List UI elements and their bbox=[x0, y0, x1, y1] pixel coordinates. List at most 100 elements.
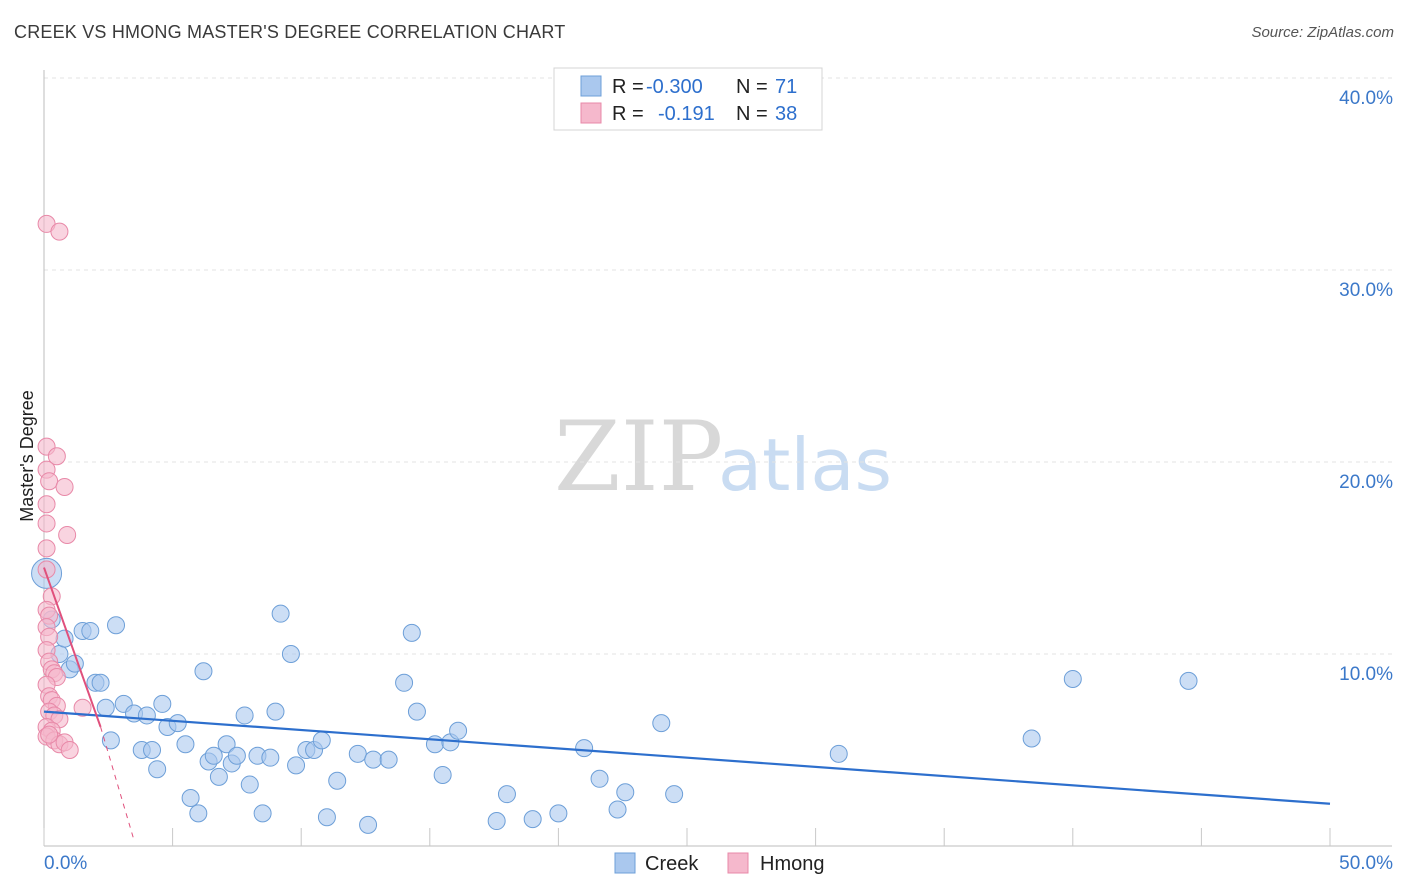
creek-point bbox=[348, 744, 367, 763]
y-axis-title: Master's Degree bbox=[17, 390, 37, 521]
creek-point bbox=[1179, 671, 1198, 690]
creek-point bbox=[379, 750, 398, 769]
creek-point bbox=[204, 746, 223, 765]
creek-point bbox=[312, 731, 331, 750]
creek-point bbox=[590, 769, 609, 788]
series-legend: Creek Hmong bbox=[614, 852, 824, 875]
creek-point bbox=[176, 735, 195, 754]
y-tick-label-20: 20.0% bbox=[1339, 472, 1393, 493]
x-tick-label-min: 0.0% bbox=[44, 853, 87, 874]
creek-point bbox=[433, 765, 452, 784]
hmong-point bbox=[60, 741, 79, 759]
creek-point bbox=[1022, 729, 1041, 748]
creek-point bbox=[449, 721, 468, 740]
legend-n-label-hmong: N = bbox=[736, 103, 768, 125]
creek-point bbox=[652, 714, 671, 733]
legend-n-value-creek: 71 bbox=[775, 76, 797, 98]
creek-point bbox=[616, 783, 635, 802]
legend-swatch-creek bbox=[580, 75, 602, 97]
hmong-point bbox=[73, 698, 92, 717]
watermark-atlas: atlas bbox=[718, 423, 892, 507]
creek-point bbox=[549, 804, 568, 823]
creek-point bbox=[253, 804, 272, 823]
creek-point bbox=[317, 808, 336, 827]
series-creek bbox=[31, 557, 1198, 834]
bottom-legend-swatch-creek bbox=[614, 852, 636, 874]
source-label: Source: ZipAtlas.com bbox=[1251, 24, 1394, 41]
creek-point bbox=[523, 810, 542, 829]
creek-point bbox=[107, 616, 126, 635]
hmong-trend-line bbox=[43, 567, 102, 728]
creek-point bbox=[665, 785, 684, 804]
creek-point bbox=[209, 767, 228, 786]
creek-point bbox=[235, 706, 254, 725]
bottom-legend-swatch-hmong bbox=[727, 852, 749, 874]
legend-r-label-hmong: R = bbox=[612, 103, 644, 125]
creek-point bbox=[364, 750, 383, 769]
creek-point bbox=[189, 804, 208, 823]
hmong-point bbox=[58, 525, 77, 544]
hmong-point bbox=[50, 222, 69, 241]
creek-point bbox=[328, 771, 347, 790]
creek-point bbox=[261, 748, 280, 767]
y-tick-labels: 10.0% 20.0% 30.0% 40.0% bbox=[1339, 88, 1393, 685]
legend-r-value-hmong: -0.191 bbox=[658, 103, 715, 125]
creek-point bbox=[148, 760, 167, 779]
creek-point bbox=[287, 756, 306, 775]
chart-title: CREEK VS HMONG MASTER'S DEGREE CORRELATI… bbox=[14, 22, 566, 42]
creek-point bbox=[143, 741, 162, 759]
creek-point bbox=[181, 789, 200, 807]
creek-point bbox=[497, 785, 516, 804]
creek-point bbox=[91, 673, 110, 692]
creek-point bbox=[81, 621, 100, 640]
creek-point bbox=[168, 714, 187, 733]
creek-point bbox=[194, 662, 213, 681]
creek-point bbox=[1063, 669, 1082, 688]
hmong-point bbox=[37, 514, 56, 533]
creek-point bbox=[608, 800, 627, 819]
creek-point bbox=[153, 694, 172, 713]
legend-r-value-creek: -0.300 bbox=[646, 76, 703, 98]
x-tick-label-max: 50.0% bbox=[1339, 853, 1393, 874]
x-axis-ticks bbox=[43, 828, 1331, 846]
hmong-point bbox=[37, 560, 56, 579]
bottom-legend-label-creek: Creek bbox=[645, 853, 699, 875]
hmong-point bbox=[40, 472, 59, 491]
grid-lines bbox=[44, 77, 1392, 655]
hmong-point bbox=[37, 495, 56, 514]
stats-legend: R = -0.300 N = 71 R = -0.191 N = 38 bbox=[553, 67, 823, 131]
creek-point bbox=[281, 645, 300, 663]
creek-point bbox=[101, 731, 120, 750]
y-tick-label-30: 30.0% bbox=[1339, 280, 1393, 301]
creek-point bbox=[227, 746, 246, 765]
legend-swatch-hmong bbox=[580, 102, 602, 124]
legend-n-value-hmong: 38 bbox=[775, 103, 797, 125]
creek-point bbox=[271, 604, 290, 623]
creek-point bbox=[402, 623, 421, 642]
creek-point bbox=[829, 744, 848, 763]
watermark-zip: ZIP bbox=[554, 401, 723, 513]
trend-lines bbox=[43, 567, 1331, 841]
bottom-legend-label-hmong: Hmong bbox=[760, 853, 824, 875]
hmong-point bbox=[47, 447, 66, 466]
creek-point bbox=[217, 735, 236, 754]
creek-point bbox=[487, 812, 506, 831]
creek-trend-line bbox=[43, 710, 1331, 805]
creek-point bbox=[240, 775, 259, 794]
creek-point bbox=[359, 815, 378, 834]
creek-point bbox=[395, 673, 414, 692]
creek-point bbox=[575, 739, 594, 758]
legend-r-label-creek: R = bbox=[612, 76, 644, 98]
hmong-point bbox=[55, 477, 74, 496]
creek-point bbox=[96, 698, 115, 717]
creek-point bbox=[266, 702, 285, 721]
creek-point bbox=[407, 702, 426, 721]
creek-point bbox=[137, 706, 156, 725]
y-tick-label-10: 10.0% bbox=[1339, 664, 1393, 685]
hmong-point bbox=[40, 725, 59, 744]
legend-n-label-creek: N = bbox=[736, 76, 768, 98]
y-tick-label-40: 40.0% bbox=[1339, 88, 1393, 109]
hmong-point bbox=[37, 539, 56, 558]
series-hmong bbox=[37, 214, 92, 759]
